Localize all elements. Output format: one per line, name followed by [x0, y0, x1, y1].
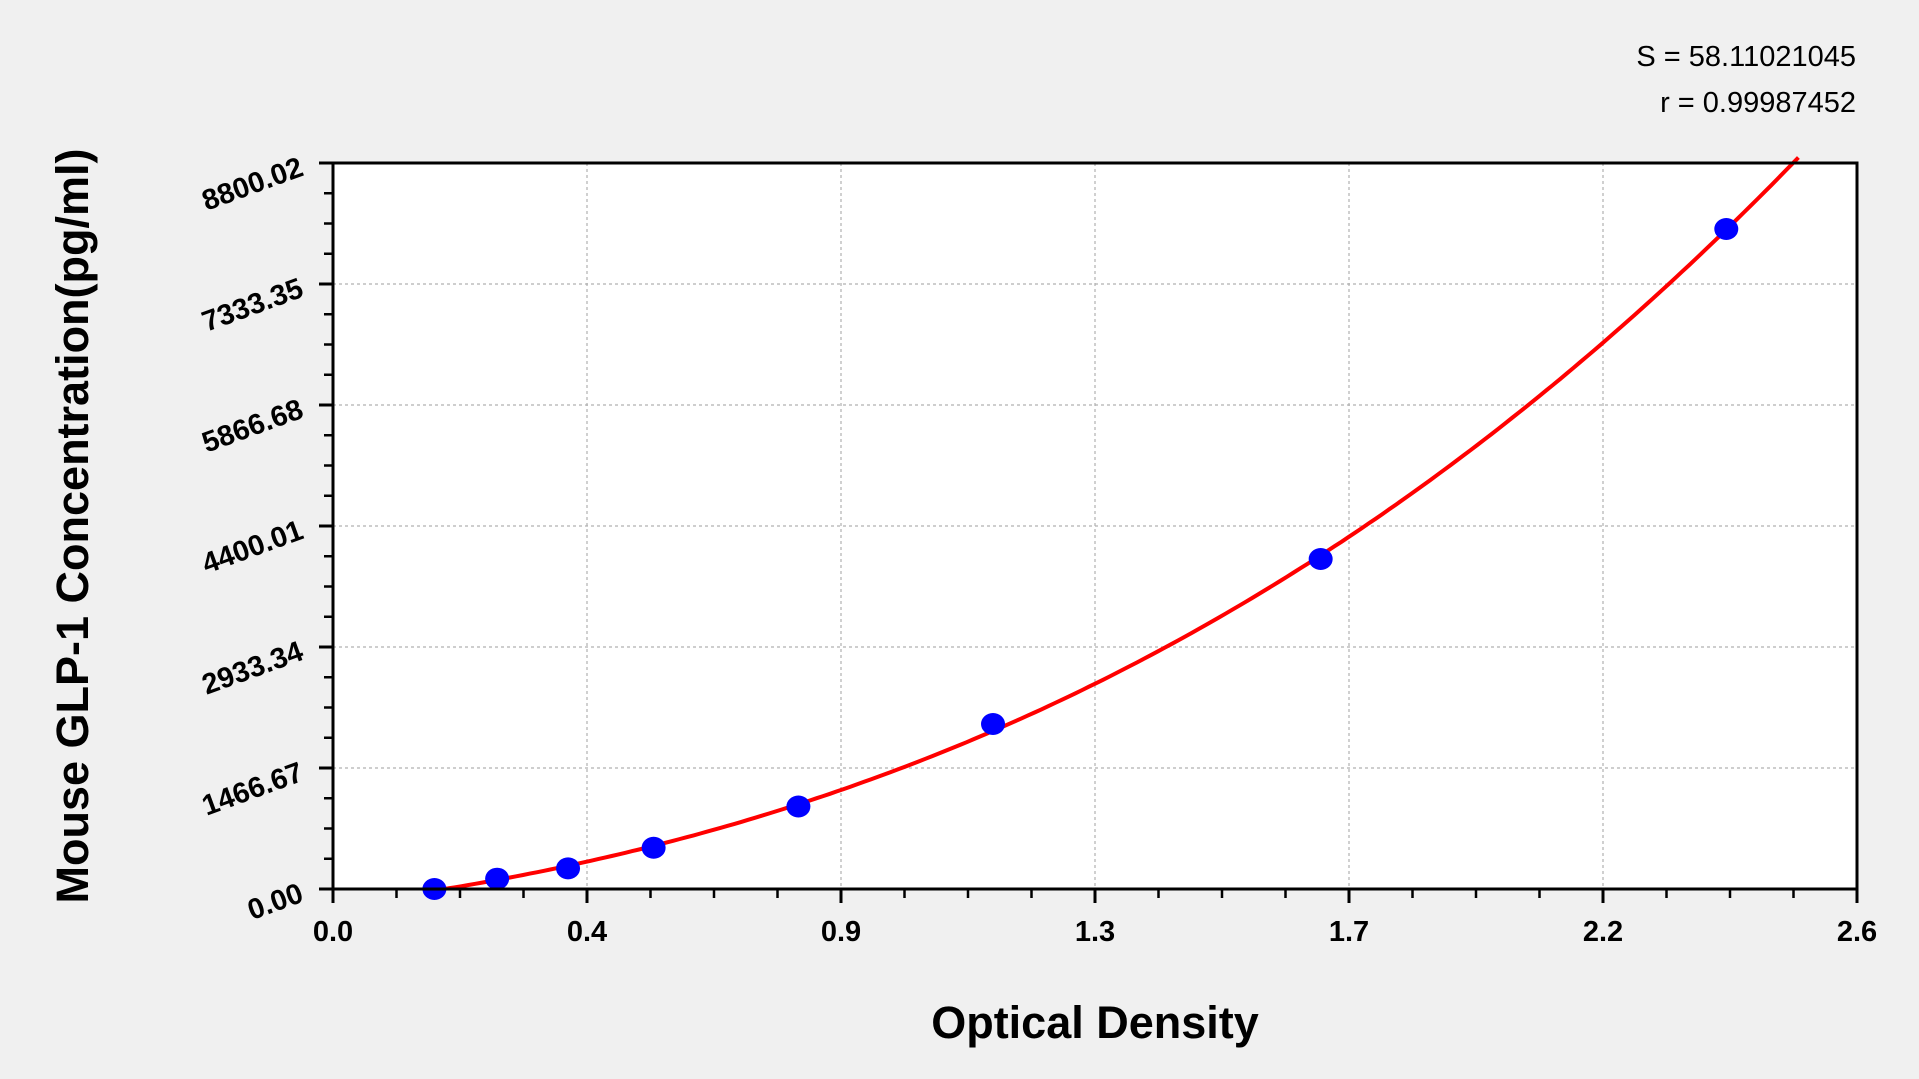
y-tick-label: 7333.35	[198, 273, 307, 339]
y-tick-label: 0.00	[243, 878, 307, 927]
x-tick-label: 0.4	[567, 916, 607, 948]
data-point	[786, 795, 811, 818]
annotation-r: r = 0.99987452	[1660, 87, 1856, 119]
data-point	[1308, 548, 1333, 571]
x-tick-label: 1.3	[1075, 916, 1115, 948]
x-tick-label: 0.9	[821, 916, 861, 948]
data-point	[485, 867, 510, 890]
y-axis-title: Mouse GLP-1 Concentration(pg/ml)	[47, 148, 98, 903]
x-axis-title: Optical Density	[931, 997, 1259, 1048]
annotation-s: S = 58.11021045	[1636, 41, 1856, 73]
y-tick-label: 5866.68	[198, 394, 307, 460]
y-tick-label: 1466.67	[198, 757, 307, 823]
data-point	[981, 713, 1006, 736]
data-point	[1714, 218, 1739, 241]
y-tick-label: 4400.01	[198, 515, 307, 581]
x-tick-label: 2.6	[1837, 916, 1877, 948]
data-point	[641, 836, 666, 859]
y-tick-label: 8800.02	[198, 152, 307, 218]
x-tick-label: 1.7	[1329, 916, 1369, 948]
data-point	[556, 857, 581, 880]
x-tick-label: 2.2	[1583, 916, 1623, 948]
y-tick-label: 2933.34	[198, 636, 307, 702]
x-tick-label: 0.0	[313, 916, 353, 948]
